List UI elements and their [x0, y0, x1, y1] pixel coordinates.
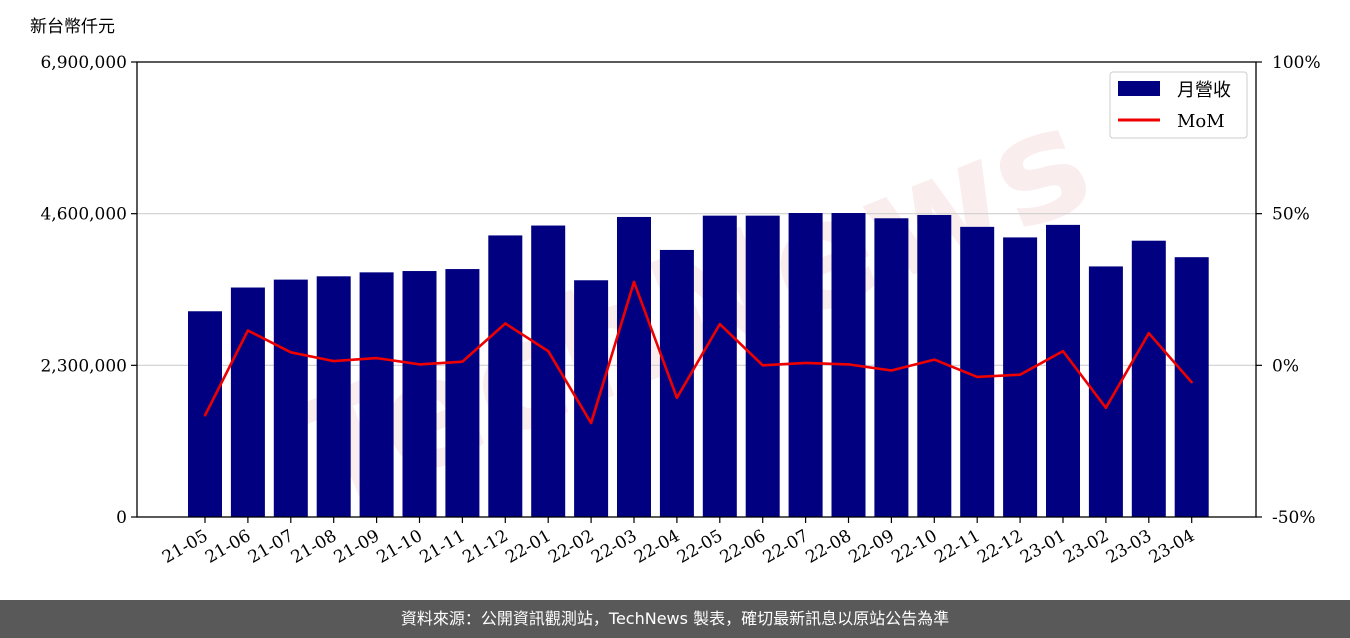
y-axis-unit-label: 新台幣仟元: [30, 17, 115, 37]
bar: [1131, 240, 1166, 518]
y-left-tick-label: 2,300,000: [40, 356, 127, 376]
x-tick-label: 22-09: [845, 526, 897, 568]
x-tick-label: 21-06: [202, 526, 254, 568]
x-tick-label: 22-06: [717, 526, 769, 568]
plot-frame: [136, 61, 1257, 518]
mom-line: [203, 280, 1193, 425]
x-tick-label: 21-08: [288, 526, 340, 568]
mom-point: [675, 396, 679, 399]
mom-point: [547, 349, 550, 353]
mom-point: [332, 359, 335, 363]
mom-point: [461, 360, 464, 363]
mom-point: [1018, 373, 1022, 376]
legend-label-revenue: 月營收: [1177, 80, 1231, 101]
bar: [574, 280, 609, 517]
x-tick-label: 23-02: [1060, 526, 1112, 568]
bar: [788, 213, 823, 517]
bar: [359, 272, 394, 517]
x-tick-label: 21-10: [374, 526, 426, 568]
mom-point: [761, 364, 764, 367]
bar: [917, 214, 952, 517]
y-right-tick-label: 50%: [1272, 205, 1310, 225]
mom-point: [1190, 381, 1193, 384]
x-tick-label: 22-03: [588, 526, 640, 568]
y-left-tick-label: 6,900,000: [40, 53, 127, 73]
bar: [1046, 224, 1080, 517]
bar: [702, 215, 737, 517]
bar: [402, 271, 437, 517]
bar: [1174, 257, 1209, 517]
mom-point: [847, 363, 850, 366]
mom-point: [589, 421, 593, 425]
mom-point: [246, 329, 250, 332]
x-tick-label: 21-12: [459, 526, 511, 568]
mom-point: [632, 280, 636, 284]
x-tick-label: 23-03: [1103, 526, 1155, 568]
x-tick-label: 21-05: [159, 526, 211, 568]
revenue-chart: TechNews 02,300,0004,600,0006,900,000-50…: [30, 17, 1321, 568]
mom-point: [418, 363, 421, 366]
mom-point: [1061, 349, 1065, 353]
x-tick-label: 21-11: [416, 526, 468, 568]
legend-swatch-bar: [1118, 81, 1160, 96]
x-tick-label: 22-04: [631, 526, 683, 568]
y-right-tick-label: 100%: [1272, 53, 1321, 73]
bar-series: [188, 213, 1209, 518]
x-tick-label: 23-01: [1017, 526, 1069, 568]
x-tick-label: 23-04: [1146, 526, 1198, 568]
bar: [445, 269, 480, 517]
mom-point: [804, 361, 807, 365]
mom-point: [1147, 331, 1151, 335]
bar: [659, 249, 694, 517]
mom-point: [718, 322, 721, 326]
bar: [1003, 237, 1038, 517]
mom-point: [203, 414, 207, 417]
x-tick-label: 22-08: [803, 526, 855, 568]
x-tick-label: 21-07: [245, 526, 297, 568]
x-tick-label: 22-01: [502, 526, 554, 568]
bar: [488, 235, 523, 517]
bar: [316, 276, 351, 517]
y-right-tick-label: 0%: [1272, 356, 1299, 376]
y-right-tick-label: -50%: [1272, 508, 1316, 528]
mom-line-series: [203, 280, 1193, 425]
mom-point: [1104, 406, 1108, 409]
x-tick-label: 22-12: [974, 526, 1026, 568]
legend: 月營收 MoM: [1109, 71, 1248, 139]
x-tick-label: 22-02: [545, 526, 597, 568]
x-tick-label: 22-10: [888, 526, 940, 568]
mom-point: [289, 351, 292, 354]
legend-label-mom: MoM: [1177, 111, 1225, 132]
mom-point: [890, 369, 893, 372]
bar: [617, 216, 651, 517]
mom-point: [504, 322, 507, 325]
x-tick-label: 22-05: [674, 526, 726, 568]
y-left-tick-label: 0: [116, 508, 127, 528]
y-left-tick-label: 4,600,000: [40, 205, 127, 225]
mom-point: [933, 358, 936, 361]
bar: [230, 287, 265, 517]
mom-point: [375, 356, 378, 360]
x-tick-label: 22-11: [931, 526, 983, 568]
mom-point: [976, 375, 979, 379]
x-tick-label: 22-07: [760, 526, 812, 568]
footer-source-note: 資料來源：公開資訊觀測站，TechNews 製表，確切最新訊息以原站公告為準: [0, 600, 1350, 638]
bar: [273, 279, 308, 517]
